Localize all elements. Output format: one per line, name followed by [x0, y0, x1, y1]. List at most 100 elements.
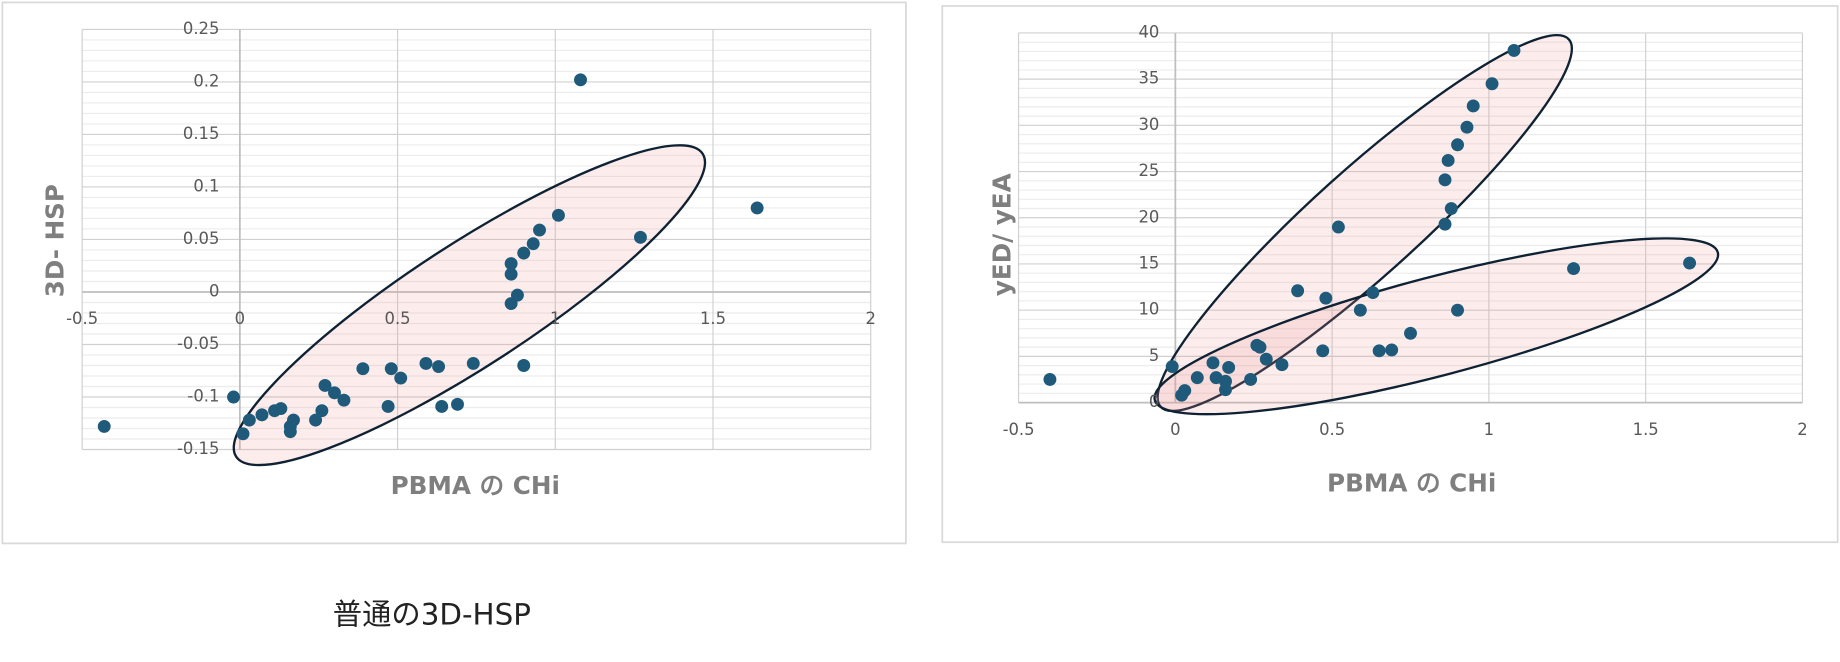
point: [1366, 286, 1380, 300]
y-tick-label: 30: [1138, 115, 1159, 134]
point: [432, 360, 446, 374]
point: [1485, 77, 1499, 91]
point: [1259, 352, 1273, 366]
point: [1206, 356, 1220, 370]
point: [1353, 303, 1367, 317]
chart-frame: [941, 5, 1839, 544]
point: [1319, 291, 1333, 305]
point: [227, 390, 241, 404]
point: [394, 371, 408, 385]
point: [451, 397, 464, 411]
x-tick-label: 2: [865, 309, 875, 328]
x-axis-title: PBMA の CHi: [391, 471, 560, 500]
point: [1567, 262, 1581, 276]
x-tick-label: 0: [235, 309, 245, 328]
point: [384, 362, 398, 376]
point: [1291, 284, 1305, 298]
highlight-ellipse: [1153, 237, 1720, 416]
point: [274, 402, 288, 416]
point: [510, 288, 524, 302]
point: [1438, 173, 1452, 187]
point: [1178, 384, 1192, 398]
y-tick-label: 0.2: [193, 71, 219, 90]
point: [1466, 99, 1480, 113]
y-tick-label: 10: [1138, 300, 1159, 319]
y-axis-title: yED/ yEA: [987, 173, 1016, 296]
y-tick-label: 0.25: [183, 19, 220, 38]
point: [551, 208, 565, 222]
point: [242, 413, 256, 427]
x-tick-label: 1: [1484, 420, 1494, 439]
y-tick-label: 40: [1138, 22, 1159, 41]
x-tick-label: -0.5: [1003, 420, 1035, 439]
y-tick-label: 0.05: [183, 229, 220, 248]
y-tick-label: 20: [1138, 207, 1159, 226]
point: [318, 379, 332, 392]
point: [1444, 202, 1458, 215]
x-tick-label: -0.5: [66, 309, 98, 328]
point: [419, 356, 433, 370]
point: [1316, 344, 1330, 358]
point: [1043, 373, 1057, 386]
point: [1190, 371, 1204, 385]
y-axis-title: 3D- HSP: [40, 184, 69, 297]
x-tick-label: 1: [550, 309, 560, 328]
y-tick-label: 0: [209, 281, 219, 300]
y-tick-label: -0.15: [177, 439, 219, 458]
y-tick-label: 15: [1138, 253, 1159, 272]
x-tick-label: 1.5: [700, 309, 726, 328]
point: [574, 73, 587, 87]
point: [1507, 44, 1521, 57]
y-tick-label: 0.1: [193, 176, 219, 195]
point: [1275, 358, 1289, 372]
y-tick-label: 35: [1138, 69, 1159, 88]
y-tick-label: -0.05: [177, 334, 219, 353]
x-tick-label: 1.5: [1633, 420, 1659, 439]
point: [526, 237, 540, 251]
point: [504, 267, 518, 281]
x-axis-title: PBMA の CHi: [1327, 469, 1496, 498]
x-tick-label: 0: [1170, 420, 1180, 439]
point: [1253, 340, 1267, 354]
point: [1244, 373, 1258, 386]
marks: -0.15 -0.1 -0.05 0 0.05 0.1 0.15 0.2 0.25 -0.5 0 0.…: [66, 19, 1808, 458]
point: [255, 408, 269, 422]
point: [1683, 256, 1697, 270]
point: [97, 419, 111, 433]
point: [1372, 344, 1386, 358]
y-tick-label: -0.1: [187, 387, 219, 406]
point: [1404, 326, 1417, 340]
point: [1441, 154, 1455, 167]
point: [283, 425, 297, 439]
point: [1385, 343, 1399, 357]
highlight-ellipse: [232, 144, 707, 467]
point: [1451, 138, 1464, 152]
point: [315, 404, 329, 418]
point: [1460, 120, 1474, 134]
point: [750, 201, 764, 215]
caption: 普通の3D-HSP: [333, 598, 531, 632]
point: [381, 400, 395, 413]
point: [1331, 220, 1345, 234]
point: [1165, 360, 1179, 373]
point: [328, 386, 341, 400]
y-tick-label: 0.15: [183, 124, 220, 143]
y-tick-label: 0: [1149, 392, 1159, 411]
point: [435, 400, 449, 413]
x-tick-label: 0.5: [1319, 420, 1345, 439]
point: [1451, 303, 1464, 317]
point: [337, 393, 351, 407]
point: [309, 413, 323, 427]
point: [466, 356, 480, 370]
y-tick-label: 5: [1149, 346, 1159, 365]
point: [287, 413, 300, 427]
point: [504, 257, 518, 271]
point: [1219, 383, 1232, 397]
point: [633, 230, 647, 244]
point: [517, 246, 531, 260]
point: [517, 359, 531, 372]
grid: [81, 28, 1804, 451]
y-tick-label: 25: [1138, 161, 1159, 180]
point: [1438, 217, 1452, 231]
